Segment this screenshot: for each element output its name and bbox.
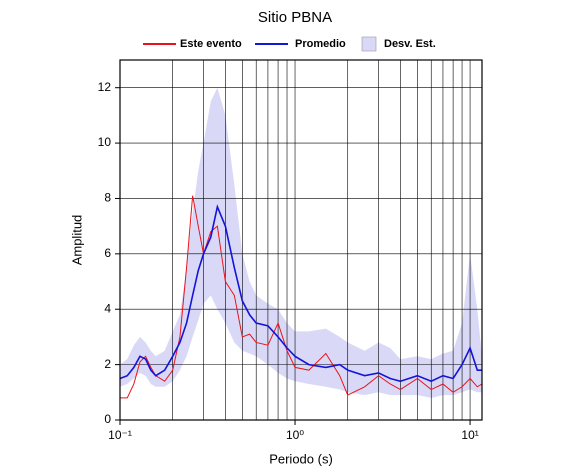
y-axis-label: Amplitud [69,215,84,266]
y-tick-label: 10 [98,135,112,149]
chart-title: Sitio PBNA [258,9,332,26]
x-tick-label: 10⁻¹ [108,428,132,442]
series-line [119,204,482,383]
series-line [120,195,483,399]
y-tick-label: 0 [104,412,111,426]
x-tick-label: 10¹ [461,428,478,442]
y-tick-label: 8 [104,191,111,205]
x-axis-label: Periodo (s) [269,451,333,466]
y-tick-label: 12 [98,80,112,94]
y-tick-label: 4 [104,301,111,315]
std-band [120,87,482,398]
y-tick-label: 2 [104,357,111,371]
y-tick-label: 6 [104,246,111,260]
plot-frame [119,59,483,421]
legend-label: Este evento [180,38,242,50]
legend-label: Promedio [295,38,346,50]
x-tick-label: 10⁰ [286,428,304,442]
legend-swatch [361,36,377,52]
legend-label: Desv. Est. [384,38,436,50]
